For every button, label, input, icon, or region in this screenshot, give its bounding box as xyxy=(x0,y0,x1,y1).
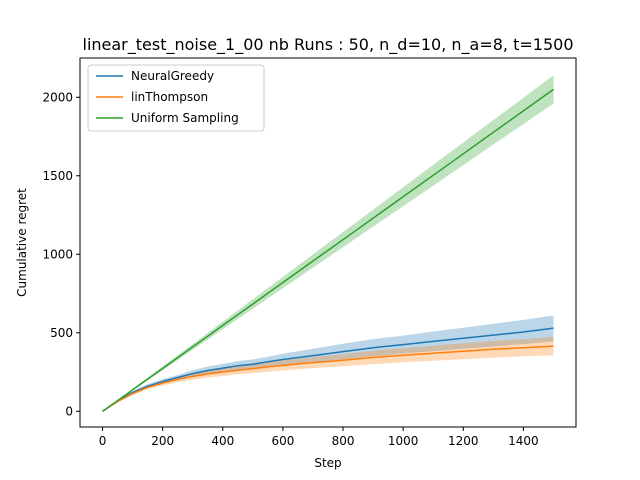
band-series-0 xyxy=(102,315,554,412)
x-tick-label: 1200 xyxy=(448,434,479,448)
y-tick-label: 1000 xyxy=(42,247,73,261)
x-axis-label: Step xyxy=(314,456,341,470)
x-tick-label: 800 xyxy=(332,434,355,448)
series-lines xyxy=(102,88,554,412)
line-series-0 xyxy=(102,327,554,412)
y-tick-label: 0 xyxy=(65,404,73,418)
x-axis: 0 200 400 600 800 1000 1200 1400 xyxy=(99,427,539,448)
chart-title: linear_test_noise_1_00 nb Runs : 50, n_d… xyxy=(83,35,574,55)
x-tick-label: 1400 xyxy=(508,434,539,448)
legend-box xyxy=(87,64,265,132)
line-series-1 xyxy=(102,345,554,412)
y-tick-label: 1500 xyxy=(42,169,73,183)
band-series-1 xyxy=(102,337,554,412)
y-tick-label: 2000 xyxy=(42,90,73,104)
x-tick-label: 0 xyxy=(99,434,107,448)
line-series-2 xyxy=(102,88,554,412)
x-tick-label: 200 xyxy=(151,434,174,448)
band-series-2 xyxy=(102,75,554,412)
legend-label: Uniform Sampling xyxy=(131,111,239,125)
y-axis-label: Cumulative regret xyxy=(15,188,29,297)
x-tick-label: 1000 xyxy=(388,434,419,448)
confidence-bands xyxy=(102,75,554,412)
x-tick-label: 600 xyxy=(271,434,294,448)
y-tick-label: 500 xyxy=(50,326,73,340)
legend-label: NeuralGreedy xyxy=(131,69,214,83)
legend-label: linThompson xyxy=(131,90,208,104)
plot-area-frame xyxy=(79,57,577,428)
legend: NeuralGreedy linThompson Uniform Sampling xyxy=(87,64,265,132)
x-tick-label: 400 xyxy=(211,434,234,448)
y-axis: 0 500 1000 1500 2000 xyxy=(42,90,80,418)
